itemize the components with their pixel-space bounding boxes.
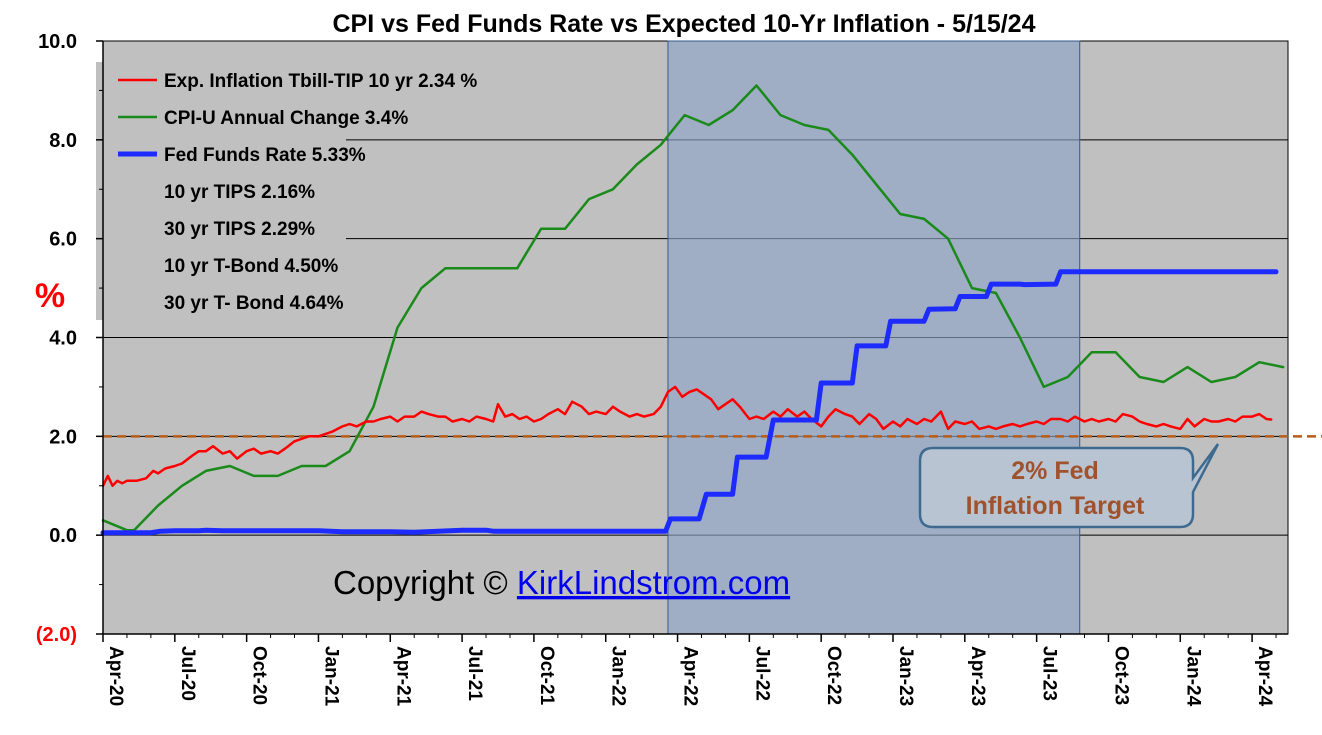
x-tick-label-12: Apr-23 [967,646,988,706]
x-tick-label-7: Jan-22 [608,646,629,706]
copyright-notice: Copyright © KirkLindstrom.com [333,564,790,601]
shaded-region [667,40,1081,635]
axes: 10.0 8.0 6.0 4.0 2.0 0.0 (2.0) Apr-20 Jul-20 Oct-… [36,31,1288,707]
y-axis-label: % [35,277,65,315]
legend-extra-1: 30 yr TIPS 2.29% [164,219,315,240]
legend-label-1: CPI-U Annual Change 3.4% [164,108,408,129]
target-label-line1: 2% Fed [1011,457,1099,485]
copyright-link[interactable]: KirkLindstrom.com [517,564,790,601]
target-label-line2: Inflation Target [966,492,1145,520]
x-tick-label-1: Jul-20 [177,646,198,701]
series-line-2 [100,269,1279,536]
x-tick-label-3: Jan-21 [320,646,341,707]
x-tick-label-2: Oct-20 [249,646,270,705]
legend-label-2: Fed Funds Rate 5.33% [164,145,366,166]
x-tick-label-0: Apr-20 [105,646,126,706]
x-tick-label-8: Apr-22 [680,646,701,706]
series-group [100,84,1285,536]
legend-extra-2: 10 yr T-Bond 4.50% [164,256,338,277]
x-tick-label-15: Jan-24 [1182,646,1203,707]
chart-title: CPI vs Fed Funds Rate vs Expected 10-Yr … [332,10,1035,38]
y-tick-label-4: 2.0 [49,426,77,448]
x-tick-label-6: Oct-21 [536,646,557,706]
x-tick-label-11: Jan-23 [895,646,916,706]
legend-extra-0: 10 yr TIPS 2.16% [164,182,315,203]
x-tick-label-13: Jul-23 [1039,646,1060,701]
x-tick-label-9: Jul-22 [751,646,772,701]
x-tick-label-4: Apr-21 [392,646,413,707]
y-tick-label-2: 6.0 [49,229,77,251]
legend-box [96,62,346,320]
y-tick-label-5: 0.0 [49,525,77,547]
y-tick-label-3: 4.0 [49,328,77,350]
y-tick-label-6: (2.0) [36,624,77,646]
legend: Exp. Inflation Tbill-TIP 10 yr 2.34 % CPI… [118,71,477,314]
series-line-1 [101,84,1285,532]
x-tick-label-10: Oct-22 [823,646,844,705]
x-tick-label-14: Oct-23 [1110,646,1131,705]
y-tick-label-0: 10.0 [38,31,77,53]
legend-extra-3: 30 yr T- Bond 4.64% [164,293,344,314]
x-tick-label-5: Jul-21 [464,646,485,701]
series-line-0 [101,385,1273,488]
target-callout [918,443,1220,529]
copyright-prefix: Copyright © [333,564,517,601]
legend-label-0: Exp. Inflation Tbill-TIP 10 yr 2.34 % [164,71,477,92]
y-tick-label-1: 8.0 [49,130,77,152]
x-tick-label-16: Apr-24 [1254,646,1275,707]
